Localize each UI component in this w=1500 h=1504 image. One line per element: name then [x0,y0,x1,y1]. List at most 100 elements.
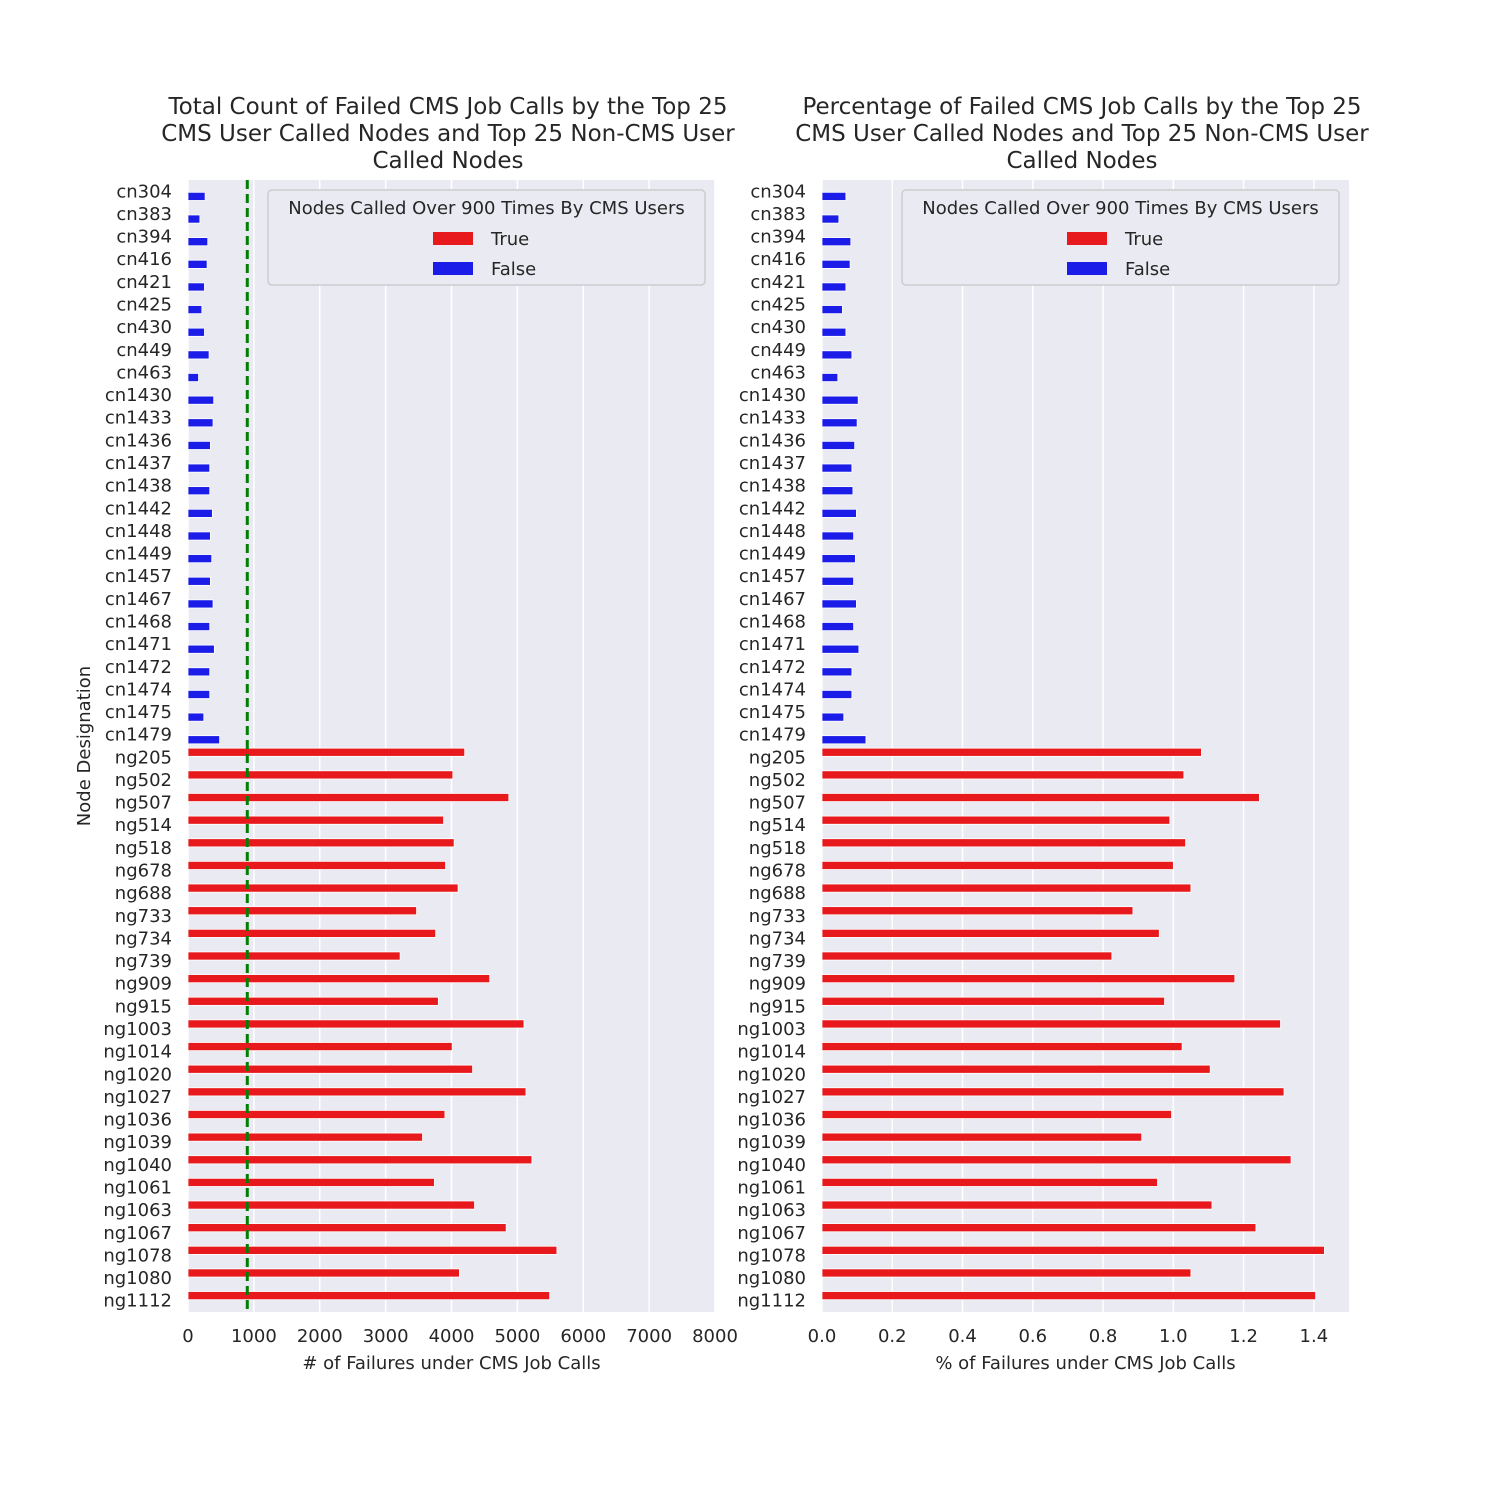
x-tick-label: 0.2 [878,1326,907,1347]
bar-true-ng1067 [187,1223,507,1233]
bar-false-cn1474 [187,690,211,699]
y-tick-label: ng518 [749,838,806,859]
bar-true-ng1014 [187,1042,453,1052]
y-tick-label: cn1457 [105,566,172,587]
bar-false-cn1474 [821,690,853,699]
plot-area [822,180,1349,1312]
bar-false-cn1472 [821,667,853,677]
y-tick-label: cn383 [750,204,806,225]
y-tick-label: ng502 [115,770,172,791]
bar-false-cn1467 [187,599,214,609]
x-tick-label: 0.4 [948,1326,977,1347]
y-tick-label: cn394 [116,227,172,248]
bar-false-cn1468 [821,622,855,632]
bar-true-ng734 [821,928,1160,938]
legend-title: Nodes Called Over 900 Times By CMS Users [922,198,1319,219]
chart-title-line: Total Count of Failed CMS Job Calls by t… [168,94,728,120]
bar-false-cn1430 [821,395,859,405]
legend: Nodes Called Over 900 Times By CMS Users… [267,189,706,286]
y-tick-label: ng507 [115,793,172,814]
y-tick-label: cn383 [116,204,172,225]
y-tick-label: ng1039 [103,1132,172,1153]
bar-false-cn430 [821,327,847,337]
y-tick-label: ng1003 [737,1019,806,1040]
x-tick-label: 0.6 [1018,1326,1047,1347]
bar-true-ng507 [187,793,510,802]
y-tick-label: ng1067 [103,1223,172,1244]
y-tick-label: cn1457 [739,566,806,587]
bar-true-ng1014 [821,1042,1183,1052]
x-tick-label: 1.0 [1159,1326,1188,1347]
x-tick-label: 2000 [297,1326,343,1347]
bar-true-ng1039 [821,1132,1143,1142]
y-tick-label: ng1020 [103,1064,172,1085]
y-tick-label: cn1468 [739,611,806,632]
y-tick-label: cn430 [116,317,172,338]
bar-true-ng733 [821,906,1134,916]
bar-true-ng1078 [821,1245,1325,1255]
y-tick-label: cn394 [750,227,806,248]
y-tick-label: cn1467 [739,589,806,610]
y-tick-label: cn304 [116,181,172,202]
y-tick-label: cn1448 [105,521,172,542]
bar-false-cn304 [187,191,206,201]
bar-true-ng1036 [821,1110,1172,1119]
bar-false-cn1438 [187,486,211,496]
y-tick-label: ng909 [749,974,806,995]
bar-true-ng1061 [187,1177,435,1187]
y-tick-label: cn1474 [105,679,172,700]
y-tick-label: cn430 [750,317,806,338]
y-tick-label: cn1475 [105,702,172,723]
legend: Nodes Called Over 900 Times By CMS Users… [901,189,1340,286]
legend-label-true: True [490,229,529,250]
bar-true-ng507 [821,793,1260,802]
bar-true-ng1112 [821,1291,1317,1301]
chart-title-line: Called Nodes [1006,148,1157,174]
bar-false-cn394 [187,237,209,247]
y-tick-label: ng1063 [737,1200,806,1221]
bar-false-cn449 [821,350,853,360]
chart-title-line: CMS User Called Nodes and Top 25 Non-CMS… [795,121,1369,147]
y-tick-label: ng739 [115,951,172,972]
legend-label-true: True [1124,229,1163,250]
bar-false-cn383 [187,214,201,224]
y-tick-label: cn1475 [739,702,806,723]
y-tick-label: cn1471 [105,634,172,655]
y-tick-label: cn1474 [739,679,806,700]
bar-false-cn1457 [821,576,855,586]
chart-title-line: Percentage of Failed CMS Job Calls by th… [802,94,1361,120]
bar-true-ng502 [821,770,1185,780]
bar-true-ng688 [821,883,1192,893]
y-tick-label: cn1467 [105,589,172,610]
y-tick-label: ng734 [749,928,806,949]
bar-false-cn1467 [821,599,857,609]
bar-false-cn304 [821,191,847,201]
y-tick-label: ng1067 [737,1223,806,1244]
y-tick-label: cn449 [750,340,806,361]
y-tick-label: cn1479 [105,725,172,746]
bar-false-cn1479 [187,735,221,745]
legend-swatch-true [1067,232,1107,245]
y-tick-label: ng1027 [103,1087,172,1108]
y-tick-label: cn1472 [105,657,172,678]
y-tick-label: cn1448 [739,521,806,542]
y-axis-label: Node Designation [74,666,95,826]
y-tick-label: cn1438 [739,476,806,497]
x-tick-label: 0.8 [1089,1326,1118,1347]
bar-true-ng688 [187,883,459,893]
x-tick-label: 4000 [429,1326,475,1347]
bar-true-ng1020 [821,1064,1211,1074]
y-tick-label: ng915 [115,996,172,1017]
bar-false-cn1475 [821,712,845,722]
legend-swatch-false [1067,262,1107,275]
y-tick-label: cn425 [116,295,172,316]
bar-false-cn1449 [187,554,213,564]
y-tick-label: cn1430 [739,385,806,406]
y-tick-label: ng1003 [103,1019,172,1040]
bar-true-ng1063 [821,1200,1213,1210]
y-tick-label: ng502 [749,770,806,791]
x-tick-label: 1.4 [1300,1326,1329,1347]
y-tick-label: ng733 [115,906,172,927]
y-tick-label: ng1027 [737,1087,806,1108]
